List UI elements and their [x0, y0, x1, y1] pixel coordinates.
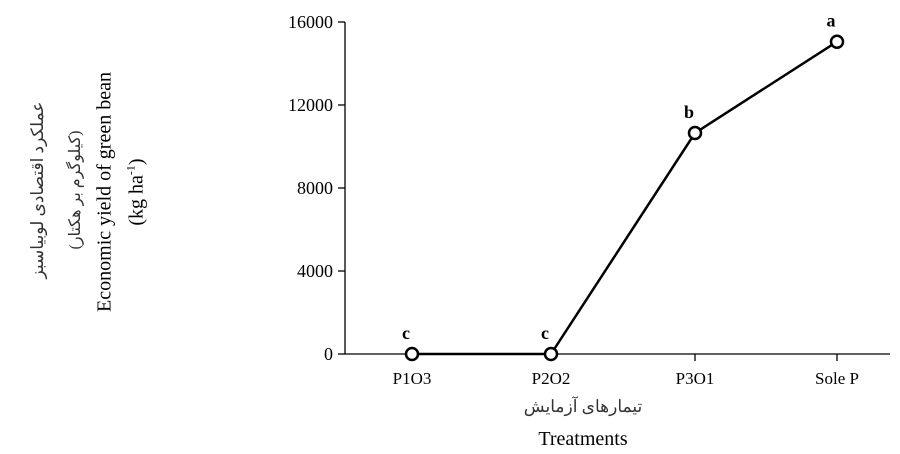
y-axis-ticks: 0 4000 8000 12000 16000 — [288, 12, 345, 364]
y-tick-label: 12000 — [288, 95, 333, 115]
series-line-group — [404, 34, 845, 362]
y-tick-label: 0 — [324, 344, 333, 364]
y-axis-unit: (kg ha-1) — [124, 158, 149, 225]
data-point — [829, 34, 845, 49]
data-point — [543, 346, 559, 362]
data-point — [404, 346, 420, 362]
x-axis-ticks: P1O3 P2O2 P3O1 Sole P — [393, 354, 859, 388]
significance-letter: c — [402, 323, 410, 343]
significance-letter: b — [684, 102, 694, 122]
significance-letters: c c b a — [402, 11, 836, 343]
chart-axes — [344, 22, 890, 355]
y-tick-label: 8000 — [297, 178, 333, 198]
y-unit-close: ) — [125, 158, 148, 166]
y-unit-base: (kg ha — [125, 175, 148, 226]
y-axis-label: Economic yield of green bean — [93, 72, 116, 312]
y-unit-exponent: -1 — [123, 165, 138, 176]
x-tick-label: P3O1 — [676, 369, 715, 388]
x-tick-label: P2O2 — [532, 369, 571, 388]
x-axis-label-persian: تیمارهای آزمایش — [523, 397, 643, 416]
data-point — [687, 125, 703, 141]
y-tick-label: 4000 — [297, 261, 333, 281]
y-axis-label-persian: عملکرد اقتصادی لوبیاسبز — [28, 101, 47, 279]
y-tick-label: 16000 — [288, 12, 333, 32]
series-line — [412, 40, 838, 356]
x-tick-label: P1O3 — [393, 369, 432, 388]
x-tick-label: Sole P — [815, 369, 859, 388]
x-axis-label: Treatments — [538, 428, 628, 450]
significance-letter: c — [541, 323, 549, 343]
y-axis-unit-persian: (کیلوگرم بر هکتار) — [67, 130, 84, 250]
significance-letter: a — [827, 11, 836, 31]
